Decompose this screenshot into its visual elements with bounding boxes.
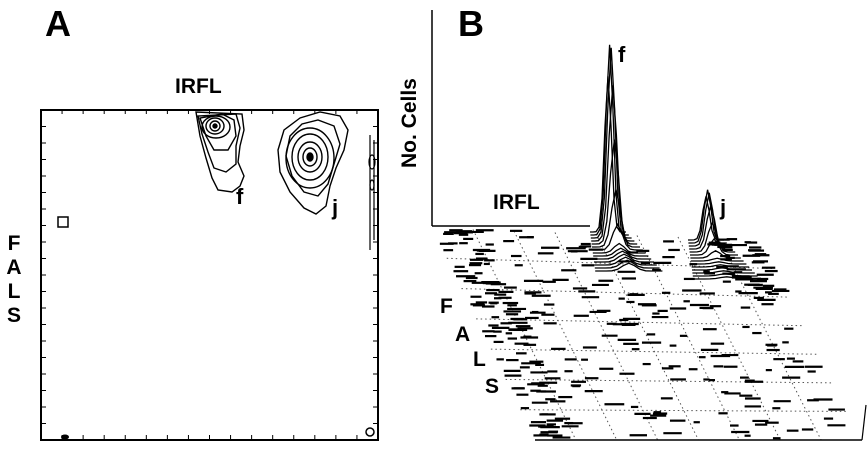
peak-trace [591,139,638,245]
contour-line [302,147,318,167]
peak-trace [594,253,654,263]
peak-trace [689,221,736,253]
floor-gridline [505,378,833,384]
panel-b-letter: B [458,3,484,44]
marker-square [57,216,69,228]
contour-line [199,113,237,151]
contour-line [209,120,221,132]
peak-trace [689,202,733,250]
floor-gridline [677,236,781,441]
contour-line [291,133,329,181]
population-j-label-a: j [332,195,339,220]
contour-line [205,117,225,135]
peak-trace [593,250,652,260]
marker-dot [365,427,375,437]
contour-line [306,152,314,162]
peak-trace [690,250,741,259]
panel-b-ylabel-letter: S [485,375,500,398]
contour-line [277,111,349,215]
peak-trace [690,237,738,256]
peak-trace [688,192,730,247]
peak-trace [692,267,752,271]
floor-gridline [461,288,790,298]
peak-trace [693,276,761,280]
contour-line [297,141,323,173]
floor-gridline [476,318,804,327]
contour-line [195,111,245,193]
panel-b-peaks [590,44,761,280]
floor-gridline [446,257,775,270]
marker-dot [61,434,69,440]
floor-gridline [520,409,848,412]
population-j-contours [277,111,349,215]
peak-trace [592,222,643,251]
panel-a-ylabel-letter: F [7,232,21,255]
panel-b-ylabel-letter: L [473,348,486,371]
peak-trace [594,256,657,266]
contour-line [285,127,335,189]
panel-a-letter: A [45,3,71,44]
panel-b-ylabel-letter: A [455,323,471,346]
floor-gridline [490,348,819,355]
panel-a-ylabel-letter: S [6,304,21,327]
peak-trace [592,189,640,248]
peak-trace [692,273,758,277]
floor-gridline [472,229,577,441]
panel-b-axes [431,10,590,227]
peak-trace [688,189,727,244]
peak-trace [595,262,663,272]
panel-b-ylabel-letter: F [440,295,453,318]
peak-trace [591,85,635,242]
peak-trace [593,247,649,257]
peak-trace [690,257,744,262]
peak-trace [692,270,755,274]
population-f-label-a: f [236,184,244,209]
peak-trace [691,261,747,265]
floor-gridline [718,238,822,441]
contour-line [197,113,241,173]
panel-a-ylabel-letter: L [7,280,21,303]
peak-trace [594,259,660,269]
floor-gridline [513,230,618,441]
contour-line [212,123,218,129]
panel-a-ticks [41,110,378,440]
contour-line [201,115,231,139]
peak-f-label: f [618,42,626,67]
peak-j-label: j [720,195,727,220]
panel-a-ylabel-letter: A [6,256,22,279]
edge-artifact [368,135,376,250]
population-f-contours [195,111,245,193]
panel-a-ylabel: F A L S [4,232,24,328]
panel-a-xlabel: IRFL [175,75,222,98]
peak-trace [691,264,750,268]
peak-trace [688,196,724,241]
panel-b-floor [439,229,867,441]
floor-edge [861,404,867,441]
peak-trace [592,242,646,254]
panel-b-xlabel: IRFL [493,191,540,214]
